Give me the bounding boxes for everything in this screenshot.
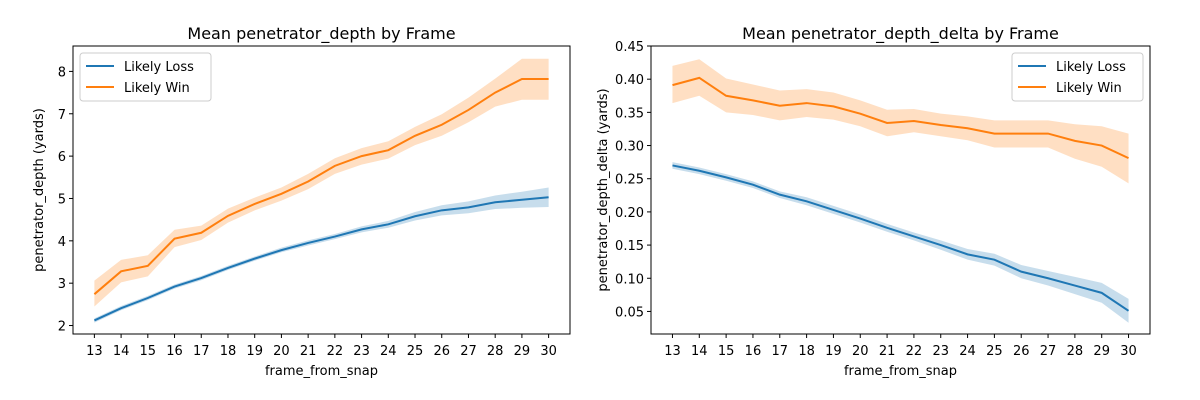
x-tick-label: 20 bbox=[273, 344, 290, 359]
legend: Likely Loss Likely Win bbox=[1012, 53, 1143, 101]
legend-label-likely-loss: Likely Loss bbox=[1056, 60, 1126, 75]
x-tick-label: 18 bbox=[220, 344, 237, 359]
x-tick-label: 24 bbox=[380, 344, 397, 359]
x-tick-label: 26 bbox=[1013, 344, 1030, 359]
legend-label-likely-loss: Likely Loss bbox=[124, 60, 194, 75]
x-tick-label: 17 bbox=[193, 344, 210, 359]
y-tick-label: 0.05 bbox=[615, 305, 644, 320]
x-tick-label: 19 bbox=[825, 344, 842, 359]
x-tick-label: 16 bbox=[745, 344, 762, 359]
chart-title: Mean penetrator_depth by Frame bbox=[187, 24, 455, 44]
y-tick-label: 0.20 bbox=[615, 206, 644, 221]
x-tick-label: 25 bbox=[986, 344, 1003, 359]
y-tick-label: 0.35 bbox=[615, 106, 644, 121]
x-tick-label: 14 bbox=[113, 344, 130, 359]
x-axis-label: frame_from_snap bbox=[265, 364, 378, 379]
x-tick-label: 25 bbox=[407, 344, 424, 359]
chart-penetrator-depth: Mean penetrator_depth by Frame frame_fro… bbox=[32, 24, 570, 379]
x-tick-label: 27 bbox=[460, 344, 477, 359]
y-tick-label: 5 bbox=[58, 192, 66, 207]
chart-penetrator-depth-delta: Mean penetrator_depth_delta by Frame fra… bbox=[596, 24, 1150, 379]
y-tick-label: 0.15 bbox=[615, 239, 644, 254]
x-tick-label: 22 bbox=[327, 344, 344, 359]
legend-label-likely-win: Likely Win bbox=[124, 81, 190, 96]
x-tick-label: 28 bbox=[1067, 344, 1084, 359]
legend-label-likely-win: Likely Win bbox=[1056, 81, 1122, 96]
x-tick-label: 23 bbox=[353, 344, 370, 359]
x-tick-label: 16 bbox=[166, 344, 183, 359]
x-tick-label: 26 bbox=[433, 344, 450, 359]
y-tick-label: 0.40 bbox=[615, 73, 644, 88]
x-tick-label: 29 bbox=[1093, 344, 1110, 359]
y-tick-label: 2 bbox=[58, 320, 66, 335]
x-tick-label: 29 bbox=[514, 344, 531, 359]
x-tick-label: 18 bbox=[798, 344, 815, 359]
x-tick-label: 19 bbox=[246, 344, 263, 359]
x-tick-label: 14 bbox=[691, 344, 708, 359]
x-tick-label: 13 bbox=[664, 344, 681, 359]
y-tick-label: 0.30 bbox=[615, 140, 644, 155]
x-tick-label: 22 bbox=[906, 344, 923, 359]
y-tick-label: 0.10 bbox=[615, 272, 644, 287]
confidence-band-likely-loss bbox=[672, 162, 1128, 323]
chart-title: Mean penetrator_depth_delta by Frame bbox=[742, 24, 1059, 44]
y-axis-label: penetrator_depth (yards) bbox=[32, 108, 47, 272]
x-tick-label: 27 bbox=[1040, 344, 1057, 359]
y-tick-label: 7 bbox=[58, 108, 66, 123]
x-tick-label: 20 bbox=[852, 344, 869, 359]
y-tick-label: 0.45 bbox=[615, 40, 644, 55]
x-tick-label: 30 bbox=[540, 344, 557, 359]
y-tick-label: 6 bbox=[58, 150, 66, 165]
x-tick-label: 15 bbox=[140, 344, 157, 359]
x-tick-label: 15 bbox=[718, 344, 735, 359]
x-tick-label: 21 bbox=[879, 344, 896, 359]
y-tick-label: 3 bbox=[58, 277, 66, 292]
y-tick-label: 0.25 bbox=[615, 173, 644, 188]
y-axis-label: penetrator_depth_delta (yards) bbox=[596, 88, 611, 291]
x-tick-label: 17 bbox=[772, 344, 789, 359]
x-axis-label: frame_from_snap bbox=[844, 364, 957, 379]
x-tick-label: 21 bbox=[300, 344, 317, 359]
x-tick-label: 24 bbox=[959, 344, 976, 359]
x-tick-label: 13 bbox=[86, 344, 103, 359]
x-tick-label: 23 bbox=[932, 344, 949, 359]
x-tick-label: 30 bbox=[1120, 344, 1137, 359]
y-tick-label: 8 bbox=[58, 65, 66, 80]
x-tick-label: 28 bbox=[487, 344, 504, 359]
y-tick-label: 4 bbox=[58, 235, 66, 250]
legend: Likely Loss Likely Win bbox=[80, 53, 211, 101]
